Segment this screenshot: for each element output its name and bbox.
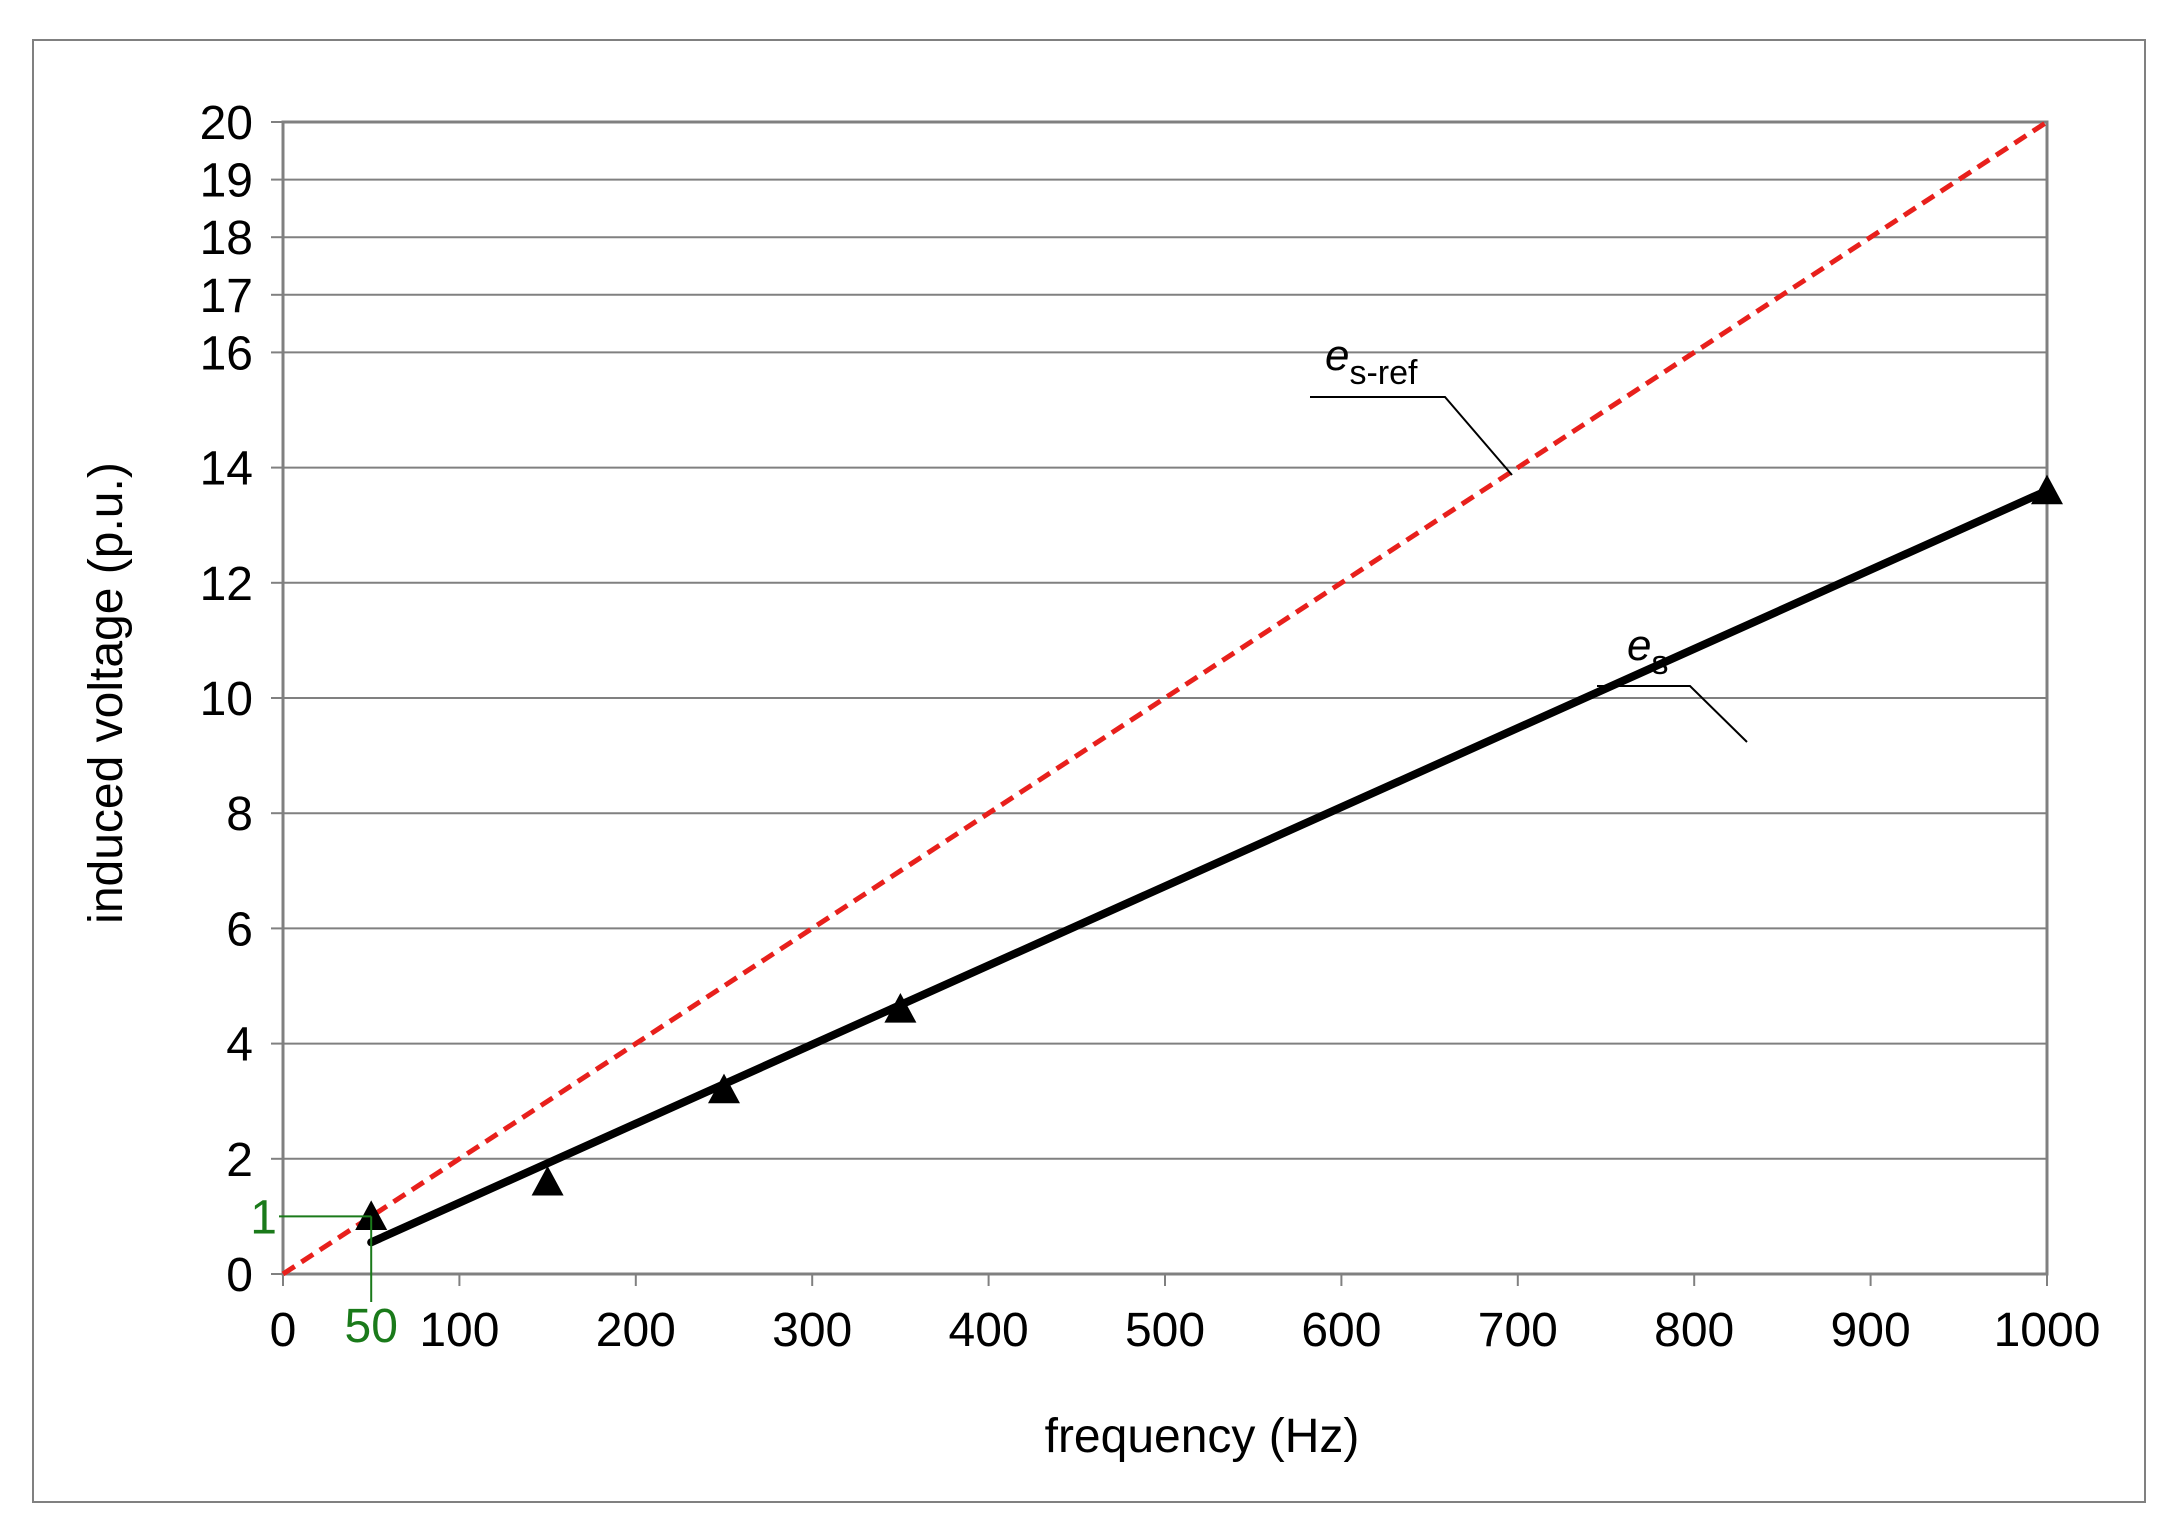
series-label-es-leader	[1597, 685, 1748, 743]
data-point-marker	[708, 1073, 740, 1104]
x-tick-label: 700	[1478, 1304, 1558, 1357]
y-tick-label: 16	[200, 327, 253, 380]
figure-frame	[32, 39, 2146, 1503]
y-tick-label: 18	[200, 212, 253, 265]
series-label-es-main: e	[1627, 621, 1651, 670]
y-tick-label: 4	[226, 1019, 253, 1072]
y-tick-label: 17	[200, 270, 253, 323]
y-tick-label: 12	[200, 558, 253, 611]
x-tick-label: 1000	[1994, 1304, 2101, 1357]
series-label-es-ref-main: e	[1325, 331, 1349, 380]
series-line-es	[367, 486, 2051, 1247]
series-label-es-ref-leader	[1310, 396, 1513, 476]
series-label-es-ref: es-ref	[1310, 331, 1513, 476]
y-tick-label: 10	[200, 673, 253, 726]
x-tick-label: 400	[949, 1304, 1029, 1357]
data-point-marker	[355, 1200, 388, 1230]
svg-text:es-ref: es-ref	[1325, 331, 1418, 392]
x-tick-label: 600	[1301, 1304, 1381, 1357]
x-tick-label: 0	[270, 1304, 297, 1357]
x-tick-label: 800	[1654, 1304, 1734, 1357]
y-tick-label: 19	[200, 155, 253, 208]
y-tick-label: 20	[200, 97, 253, 150]
y-tick-label: 0	[226, 1249, 253, 1302]
x-tick-label: 900	[1831, 1304, 1911, 1357]
y-axis-title: induced voltage (p.u.)	[80, 462, 133, 924]
svg-text:es: es	[1627, 621, 1668, 682]
series-label-es-subscript: s	[1651, 644, 1668, 682]
data-point-marker	[2031, 474, 2063, 505]
x-tick-label: 100	[419, 1304, 499, 1357]
data-point-marker	[531, 1165, 564, 1196]
plot-border	[281, 120, 2049, 1276]
annotations: 1 50	[250, 1191, 398, 1353]
y-tick-label: 2	[226, 1134, 253, 1187]
annotation-x-value: 50	[345, 1300, 398, 1353]
data-point-marker	[884, 993, 917, 1023]
x-tick-label: 500	[1125, 1304, 1205, 1357]
x-axis-title: frequency (Hz)	[1045, 1410, 1360, 1463]
y-tick-label: 14	[200, 443, 253, 496]
series	[281, 119, 2063, 1277]
x-tick-labels: 0 100 200 300 400 500 600 700 800 900 1000	[270, 1304, 2101, 1357]
x-tick-label: 200	[596, 1304, 676, 1357]
y-tick-label: 6	[226, 903, 253, 956]
y-tick-label: 8	[226, 788, 253, 841]
x-tick-label: 300	[772, 1304, 852, 1357]
annotation-y-value: 1	[250, 1191, 277, 1244]
series-label-es: es	[1597, 621, 1748, 743]
series-label-es-ref-subscript: s-ref	[1349, 354, 1418, 392]
